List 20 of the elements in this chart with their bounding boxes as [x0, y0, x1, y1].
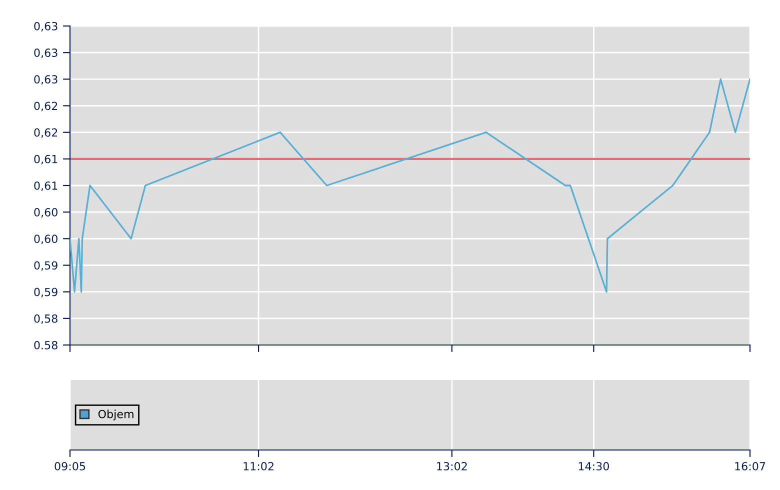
line-series: [70, 78, 750, 293]
text: 09:05: [54, 462, 86, 470]
y-tick-label: 0,62: [34, 128, 58, 138]
y-tick-label: 0,63: [34, 75, 58, 85]
y-tick-label: 0,59: [34, 261, 58, 271]
y-tick-label: 0,59: [34, 288, 58, 298]
y-tick-label: 0,61: [34, 181, 58, 192]
text: 13:02: [437, 462, 467, 470]
y-tick-label: 0,61: [34, 154, 58, 164]
y-tick-label: 0,62: [34, 102, 58, 112]
y-tick-label: 0,60: [34, 234, 58, 244]
text: 11:02: [244, 462, 274, 470]
text: 14:30: [578, 462, 609, 470]
legend-label: Objem: [98, 410, 134, 420]
text: 16:07: [735, 462, 766, 470]
y-tick-label: 0,60: [34, 208, 58, 218]
y-tick-label: 0,63: [34, 22, 58, 32]
y-tick-label: 0,58: [34, 314, 58, 324]
y-tick-label: 0.58: [34, 340, 58, 350]
y-tick-label: 0,63: [34, 48, 58, 58]
